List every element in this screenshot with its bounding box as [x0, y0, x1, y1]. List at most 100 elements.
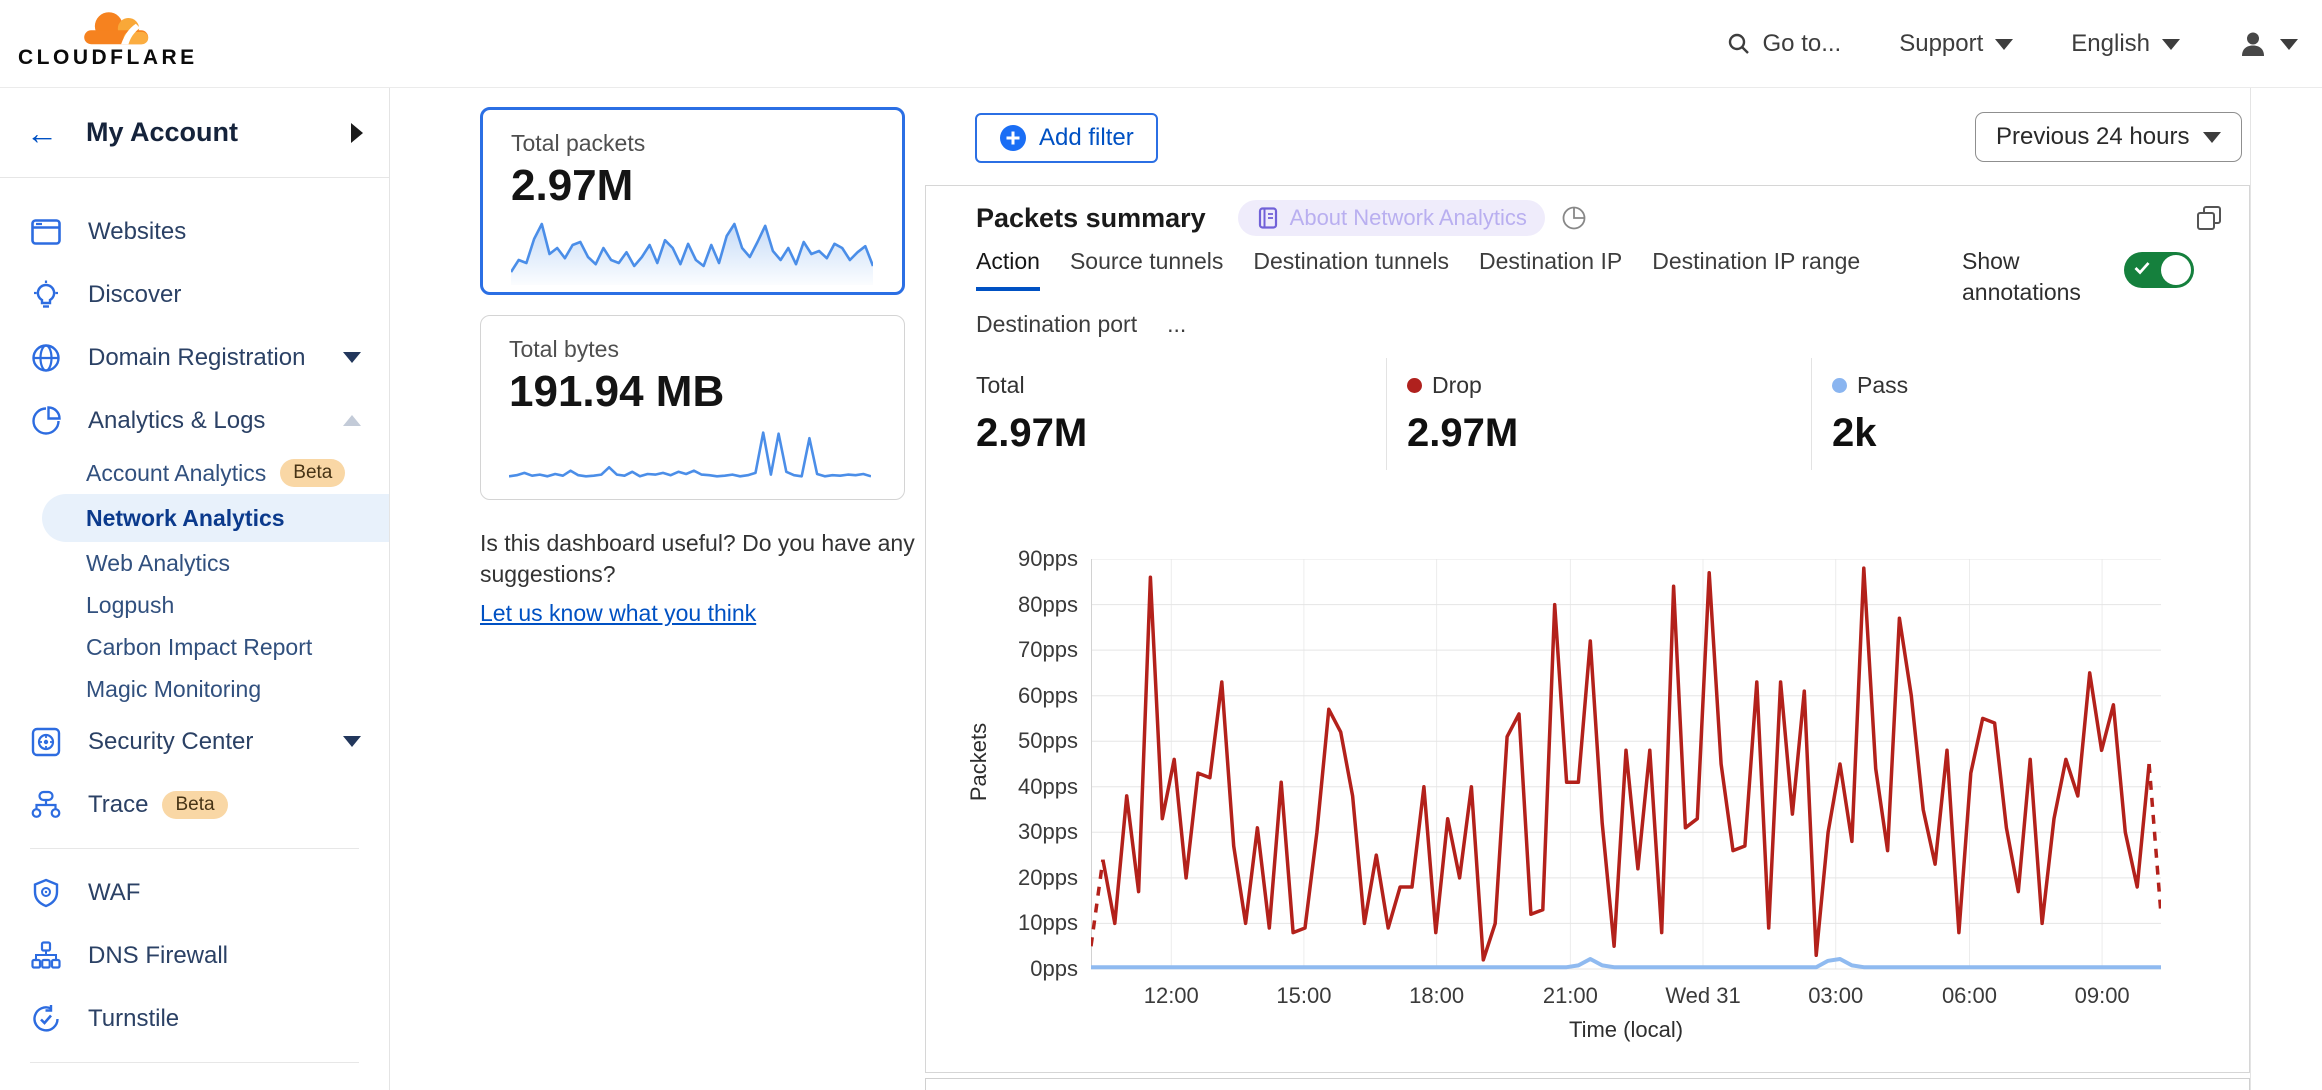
sidebar-item-carbon-impact-report[interactable]: Carbon Impact Report	[86, 633, 313, 660]
sidebar-item-analytics-logs[interactable]: Analytics & Logs	[0, 389, 389, 452]
sidebar-item-domain-registration[interactable]: Domain Registration	[0, 326, 389, 389]
x-tick-label: 09:00	[2074, 983, 2130, 1008]
stat-pass: Pass 2k	[1811, 358, 2162, 470]
sidebar-item-waf[interactable]: WAF	[0, 861, 389, 924]
tab-destination-ip[interactable]: Destination IP	[1479, 248, 1623, 274]
account-menu[interactable]	[2238, 29, 2298, 59]
drop-series-dot	[1407, 378, 1422, 393]
sidebar-item-discover[interactable]: Discover	[0, 263, 389, 326]
y-tick-label: 20pps	[1018, 864, 1078, 890]
globe-icon	[30, 343, 62, 373]
duplicate-icon[interactable]	[2195, 204, 2223, 232]
feedback-question: Is this dashboard useful? Do you have an…	[480, 530, 915, 587]
x-tick-label: 21:00	[1542, 983, 1598, 1008]
cloudflare-logo[interactable]: CLOUDFLARE	[18, 6, 194, 70]
sidebar-item-trace[interactable]: Trace Beta	[0, 773, 389, 836]
total-packets-card[interactable]: Total packets 2.97M	[480, 107, 905, 295]
feedback-block: Is this dashboard useful? Do you have an…	[480, 528, 920, 629]
support-label: Support	[1899, 30, 1984, 57]
chevron-down-icon	[343, 352, 361, 363]
goto-search[interactable]: Go to...	[1727, 30, 1841, 58]
panel-header: Packets summary About Network Analytics	[976, 200, 2223, 236]
chevron-down-icon	[2280, 38, 2298, 50]
time-range-select[interactable]: Previous 24 hours	[1975, 112, 2243, 162]
about-network-analytics-badge[interactable]: About Network Analytics	[1237, 200, 1545, 236]
sidebar-item-magic-monitoring[interactable]: Magic Monitoring	[86, 675, 262, 702]
account-title: My Account	[86, 117, 239, 147]
total-packets-value: 2.97M	[511, 161, 634, 210]
chevron-down-icon	[2203, 131, 2222, 143]
toggle-knob	[2161, 255, 2191, 285]
sidebar-item-dns-firewall[interactable]: DNS Firewall	[0, 924, 389, 987]
support-menu[interactable]: Support	[1899, 30, 2014, 58]
chevron-right-icon[interactable]	[351, 122, 363, 143]
show-annotations-toggle[interactable]	[2124, 252, 2194, 288]
y-tick-label: 90pps	[1018, 546, 1078, 571]
x-tick-label: 06:00	[1941, 983, 1997, 1008]
y-tick-label: 70pps	[1018, 637, 1078, 663]
feedback-link[interactable]: Let us know what you think	[480, 600, 757, 626]
sidebar-item-cutoff[interactable]	[0, 1075, 389, 1090]
x-tick-label: 15:00	[1276, 983, 1332, 1008]
x-tick-label: 18:00	[1409, 983, 1465, 1008]
y-tick-label: 10pps	[1018, 910, 1078, 936]
sidebar: ← My Account Websites Discover	[0, 88, 390, 1090]
show-annotations-label: Show annotations	[1962, 248, 2081, 305]
breakdown-tabs: Action Source tunnels Destination tunnel…	[976, 248, 1926, 350]
total-packets-sparkline	[511, 222, 873, 285]
sidebar-item-security-center[interactable]: Security Center	[0, 710, 389, 773]
tab-action[interactable]: Action	[976, 248, 1040, 291]
total-bytes-value: 191.94 MB	[509, 367, 725, 416]
sidebar-item-websites[interactable]: Websites	[0, 200, 389, 263]
sidebar-item-account-analytics[interactable]: Account Analytics Beta	[0, 452, 389, 494]
sidebar-item-turnstile[interactable]: Turnstile	[0, 987, 389, 1050]
top-nav: CLOUDFLARE Go to... Support English	[0, 0, 2322, 88]
tab-destination-ip-range[interactable]: Destination IP range	[1652, 248, 1861, 274]
stat-total: Total 2.97M	[976, 358, 1386, 470]
y-tick-label: 80pps	[1018, 591, 1078, 617]
chart-plot-area[interactable]	[1091, 559, 2161, 971]
x-axis-title: Time (local)	[1568, 1017, 1684, 1042]
sidebar-item-web-analytics[interactable]: Web Analytics	[86, 549, 231, 576]
chevron-down-icon	[343, 736, 361, 747]
about-badge-label: About Network Analytics	[1289, 205, 1527, 230]
chevron-up-icon	[343, 415, 361, 426]
x-tick-label: 03:00	[1808, 983, 1864, 1008]
stats-row: Total 2.97M Drop 2.97M Pass 2k	[976, 358, 2162, 470]
tab-source-tunnels[interactable]: Source tunnels	[1069, 248, 1224, 274]
x-tick-label: Wed 31	[1665, 983, 1741, 1008]
stat-drop: Drop 2.97M	[1386, 358, 1811, 470]
language-menu[interactable]: English	[2071, 30, 2180, 58]
check-icon	[2134, 262, 2150, 275]
stat-total-value: 2.97M	[976, 411, 1088, 455]
vault-icon	[30, 727, 62, 757]
back-arrow-icon[interactable]: ←	[26, 114, 58, 151]
stat-drop-value: 2.97M	[1407, 411, 1519, 455]
next-panel-edge	[925, 1078, 2250, 1090]
shield-gear-icon	[30, 878, 62, 908]
chevron-down-icon	[2162, 38, 2180, 50]
add-filter-button[interactable]: Add filter	[975, 113, 1158, 163]
lightbulb-icon	[30, 280, 62, 310]
y-tick-label: 50pps	[1018, 728, 1078, 754]
sidebar-item-logpush[interactable]: Logpush	[86, 591, 175, 618]
tab-destination-tunnels[interactable]: Destination tunnels	[1253, 248, 1449, 274]
pie-mini-icon[interactable]	[1561, 205, 1587, 231]
y-tick-label: 0pps	[1030, 956, 1078, 981]
beta-badge: Beta	[162, 790, 228, 819]
panel-title: Packets summary	[976, 202, 1206, 233]
refresh-check-icon	[30, 1004, 62, 1034]
total-bytes-sparkline	[509, 431, 871, 478]
sidebar-divider	[30, 1062, 359, 1063]
y-tick-label: 40pps	[1018, 773, 1078, 799]
add-filter-label: Add filter	[1039, 124, 1134, 151]
tab-more[interactable]: ...	[1167, 311, 1187, 337]
sidebar-item-network-analytics[interactable]: Network Analytics	[42, 494, 389, 542]
packets-chart: Packets 0pps 10pps 20pps 30pps 40pps 50pps 60p…	[926, 546, 2251, 1059]
top-nav-right: Go to... Support English	[1727, 0, 2298, 88]
y-tick-label: 60pps	[1018, 682, 1078, 708]
tab-destination-port[interactable]: Destination port	[976, 311, 1138, 337]
total-bytes-card[interactable]: Total bytes 191.94 MB	[480, 315, 905, 500]
plus-circle-icon	[1000, 125, 1026, 151]
